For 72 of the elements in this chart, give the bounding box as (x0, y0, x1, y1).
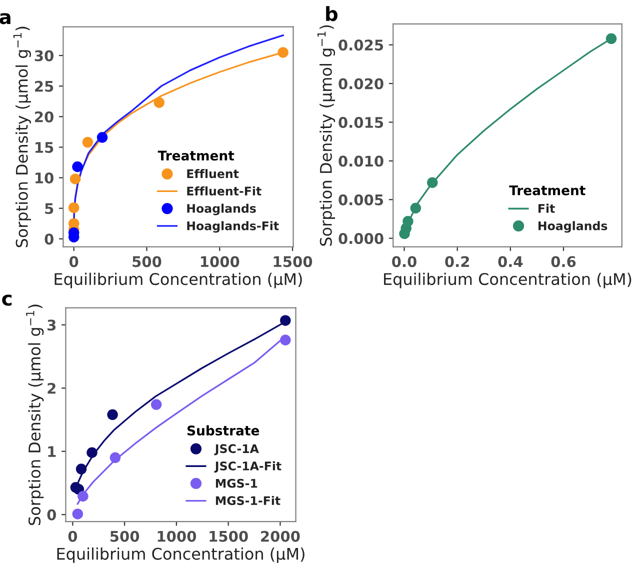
y-tick-label: 30 (34, 50, 54, 62)
x-tick-label: 0.2 (445, 256, 469, 268)
legend-label: JSC-1A (214, 444, 259, 456)
y-tick-label: 2 (48, 382, 56, 394)
y-tick-label: 15 (36, 142, 54, 153)
x-tick-label: 0.6 (551, 256, 576, 268)
point (154, 97, 165, 108)
point (107, 409, 118, 420)
x-tick-label: 1000 (158, 530, 196, 542)
x-tick-label: 500 (110, 530, 140, 542)
y-tick-label: 0.025 (338, 40, 384, 51)
point (606, 33, 617, 44)
y-tick-label: 0.000 (338, 233, 384, 244)
point (68, 202, 80, 214)
point (78, 490, 88, 502)
y-tick-label: 3 (48, 320, 56, 331)
legend-label: JSC-1A-Fit (214, 461, 282, 473)
y-tick-label: 10 (36, 172, 54, 184)
legend-label: Effluent-Fit (187, 186, 262, 196)
legend-label: Effluent (187, 169, 239, 178)
y-tick-label: 0.010 (338, 156, 384, 167)
legend-label: Hoaglands-Fit (187, 221, 279, 233)
x-axis-title: Equilibrium Concentration (µM) (54, 272, 302, 288)
legend-label: Hoaglands (187, 204, 256, 216)
y-tick-label: 25 (35, 80, 54, 92)
y-axis-title: Sorption Density (µmol g$^{−1}$) (13, 26, 31, 248)
point (150, 399, 162, 410)
x-tick-label: 0.0 (392, 256, 416, 268)
point (427, 177, 438, 188)
y-axis-title: Sorption Density (µmol g$^{−1}$) (26, 304, 44, 526)
legend-label: MGS-1 (216, 478, 258, 488)
x-tick-label: 500 (132, 256, 162, 268)
legend-title: Substrate (187, 425, 260, 436)
legend-label: MGS-1-Fit (216, 496, 280, 506)
y-axis-title: Sorption Density (µmol g$^{−1}$) (317, 25, 336, 246)
x-tick-label: 0 (69, 256, 78, 268)
point (96, 132, 108, 143)
y-tick-label: 20 (35, 111, 54, 122)
x-axis-title: Equilibrium Concentration (µM) (57, 547, 304, 563)
y-tick-label: 0.020 (338, 78, 384, 90)
point (70, 174, 81, 184)
y-tick-label: 0 (44, 234, 54, 245)
y-tick-label: 0 (47, 509, 56, 520)
point (86, 447, 98, 458)
x-tick-label: 1500 (210, 530, 248, 542)
point (280, 315, 291, 326)
chart-title: a (0, 13, 10, 24)
point (110, 452, 121, 464)
y-tick-label: 0.005 (338, 194, 384, 206)
x-tick-label: 1000 (200, 256, 240, 268)
y-tick-label: 0.015 (338, 116, 384, 128)
legend-title: Treatment (158, 150, 234, 161)
x-tick-label: 0.4 (498, 256, 523, 268)
x-tick-label: 2000 (261, 530, 300, 542)
point (72, 161, 83, 172)
y-tick-label: 5 (45, 203, 54, 214)
point (76, 464, 87, 474)
legend-title: Treatment (509, 186, 586, 196)
x-axis-title: Equilibrium Concentration (µM) (384, 272, 632, 288)
chart-title: c (2, 294, 12, 306)
point (410, 202, 422, 214)
point (402, 216, 414, 227)
chart-title: b (326, 6, 338, 22)
x-tick-label: 0 (68, 530, 78, 542)
point (82, 136, 94, 148)
y-tick-label: 1 (48, 446, 56, 457)
legend-label: Hoaglands (538, 221, 608, 233)
point (72, 508, 84, 520)
point (278, 47, 288, 58)
point (280, 334, 291, 346)
legend-label: Fit (538, 204, 555, 213)
x-tick-label: 1500 (274, 256, 312, 268)
